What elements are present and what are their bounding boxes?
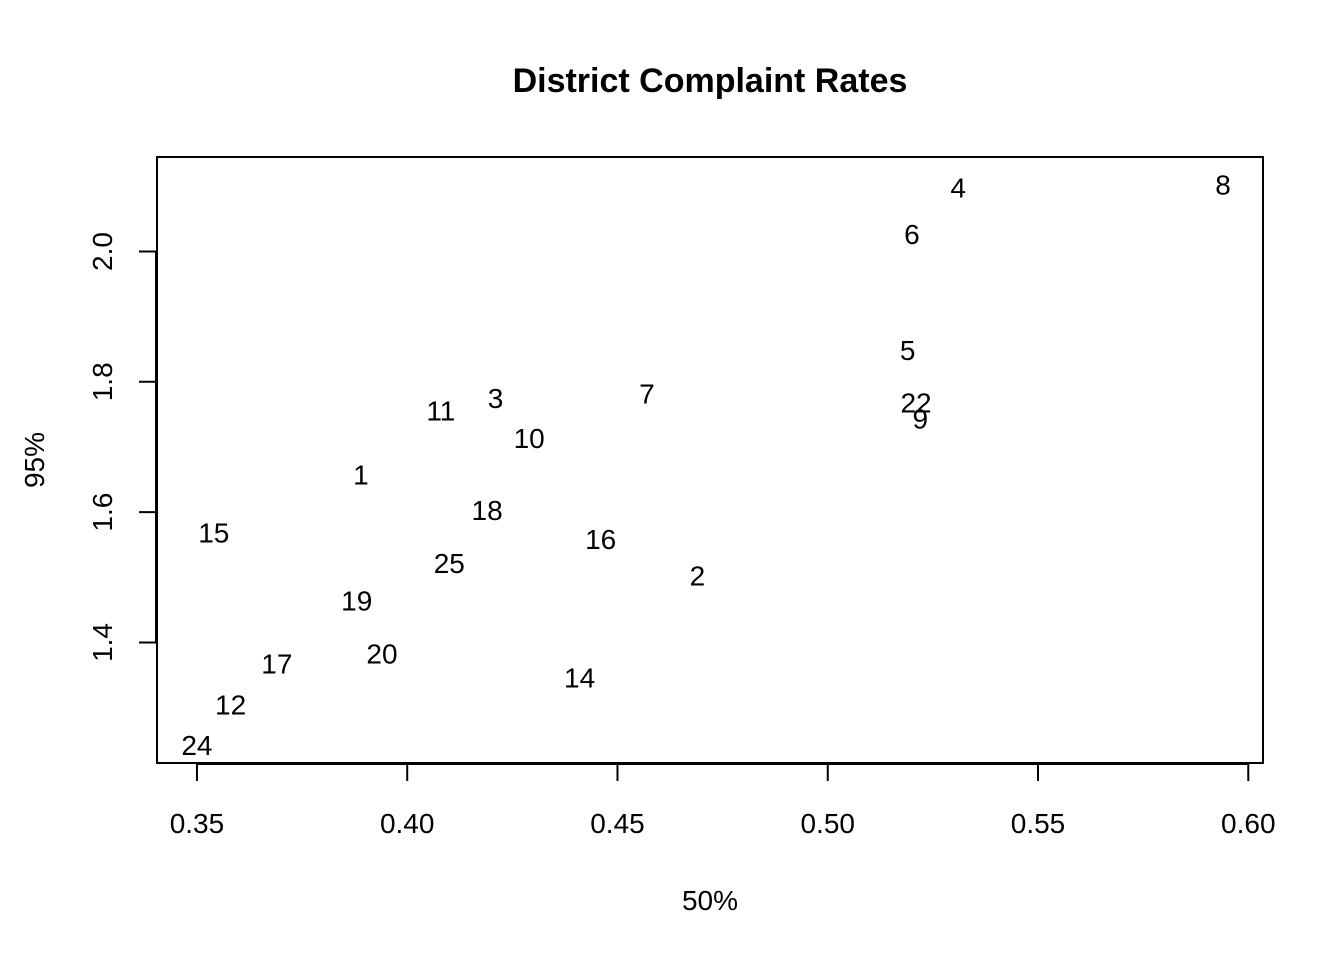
- data-point-label: 19: [341, 586, 372, 617]
- data-point-label: 16: [585, 524, 616, 555]
- plot-area-frame: [156, 156, 1264, 764]
- data-point-label: 7: [639, 379, 655, 410]
- data-point-label: 22: [900, 388, 931, 419]
- data-point-label: 25: [434, 548, 465, 579]
- x-axis-label: 50%: [682, 885, 738, 916]
- data-point-label: 6: [904, 219, 920, 250]
- data-point-label: 4: [950, 173, 966, 204]
- x-tick-label: 0.45: [590, 808, 645, 839]
- data-point-label: 18: [472, 495, 503, 526]
- data-point-label: 17: [261, 648, 292, 679]
- x-tick-label: 0.50: [800, 808, 855, 839]
- x-tick-label: 0.40: [380, 808, 435, 839]
- data-point-label: 24: [181, 730, 212, 761]
- y-tick-label: 1.6: [87, 493, 118, 532]
- data-point-label: 14: [564, 663, 595, 694]
- x-tick-label: 0.55: [1011, 808, 1066, 839]
- x-tick-label: 0.60: [1221, 808, 1276, 839]
- data-point-label: 12: [215, 689, 246, 720]
- chart-title: District Complaint Rates: [513, 62, 908, 100]
- y-axis: 1.4 1.6 1.8 2.0: [87, 232, 157, 662]
- data-point-label: 2: [690, 560, 706, 591]
- data-point-label: 3: [488, 383, 504, 414]
- x-tick-label: 0.35: [170, 808, 225, 839]
- y-tick-label: 2.0: [87, 232, 118, 271]
- data-point-label: 5: [900, 335, 916, 366]
- data-point-label: 11: [426, 395, 455, 426]
- data-point-label: 1: [353, 459, 369, 490]
- data-point-label: 15: [198, 517, 229, 548]
- y-tick-label: 1.4: [87, 623, 118, 662]
- data-point-label: 20: [366, 639, 397, 670]
- x-axis: 0.35 0.40 0.45 0.50 0.55 0.60: [170, 763, 1276, 839]
- y-axis-label: 95%: [19, 432, 50, 488]
- data-point-label: 9: [912, 403, 928, 434]
- y-tick-label: 1.8: [87, 362, 118, 401]
- data-point-label: 8: [1215, 169, 1231, 200]
- data-point-label: 10: [514, 423, 545, 454]
